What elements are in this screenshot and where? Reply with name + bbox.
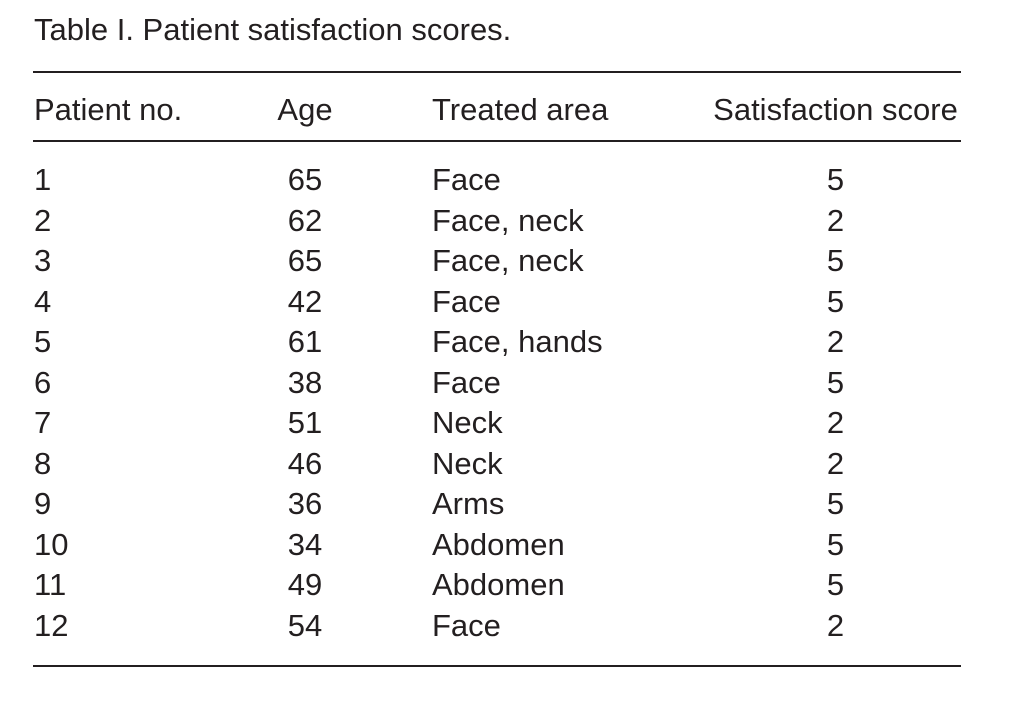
cell-age: 54 [287,607,323,643]
patient-satisfaction-table: Patient no. Age Treated area Satisfactio… [33,71,961,667]
cell-patient-no: 10 [34,526,69,562]
cell-age: 34 [287,526,323,562]
cell-satisfaction-score: 2 [826,324,845,359]
cell-treated-area: Abdomen [432,526,565,562]
cell-treated-area: Neck [432,445,503,481]
table-header: Patient no. Age Treated area Satisfactio… [33,72,961,142]
cell-treated-area: Face, neck [432,243,584,278]
cell-age: 49 [287,567,323,602]
table-row: 10 34 Abdomen 5 [33,525,961,566]
cell-patient-no: 9 [34,486,52,521]
cell-patient-no: 8 [34,445,52,481]
table-row: 7 51 Neck 2 [33,403,961,444]
cell-age: 46 [287,445,323,481]
cell-age: 62 [287,202,323,238]
column-header-age: Age [245,72,365,142]
cell-patient-no: 11 [34,567,67,602]
table-row: 12 54 Face 2 [33,606,961,667]
cell-age: 65 [287,243,323,278]
cell-satisfaction-score: 2 [826,405,845,440]
cell-patient-no: 4 [34,283,52,319]
cell-treated-area: Abdomen [432,567,565,602]
table-row: 5 61 Face, hands 2 [33,322,961,363]
cell-age: 38 [287,364,323,400]
cell-treated-area: Face [432,283,501,319]
column-header-treated-area: Treated area [365,72,710,142]
cell-patient-no: 5 [34,324,52,359]
column-header-patient-no: Patient no. [33,72,245,142]
cell-treated-area: Arms [432,486,505,521]
table-row: 11 49 Abdomen 5 [33,565,961,606]
cell-treated-area: Neck [432,405,503,440]
cell-patient-no: 12 [34,607,69,643]
cell-treated-area: Face [432,607,501,643]
cell-satisfaction-score: 5 [826,283,845,319]
table-title: Table I. Patient satisfaction scores. [34,12,512,47]
cell-age: 36 [287,486,323,521]
table-row: 4 42 Face 5 [33,282,961,323]
cell-satisfaction-score: 5 [826,526,845,562]
cell-patient-no: 6 [34,364,52,400]
cell-age: 42 [287,283,323,319]
cell-satisfaction-score: 5 [826,162,845,197]
cell-treated-area: Face, hands [432,324,603,359]
cell-satisfaction-score: 2 [826,445,845,481]
table-row: 6 38 Face 5 [33,363,961,404]
cell-patient-no: 3 [34,243,52,278]
cell-treated-area: Face [432,162,501,197]
cell-treated-area: Face [432,364,501,400]
cell-age: 65 [287,162,323,197]
cell-age: 61 [287,324,323,359]
table-body: 1 65 Face 5 2 62 Face, neck 2 3 65 Face,… [33,141,961,666]
cell-satisfaction-score: 2 [826,607,845,643]
table-row: 8 46 Neck 2 [33,444,961,485]
cell-satisfaction-score: 5 [826,486,845,521]
header-row: Patient no. Age Treated area Satisfactio… [33,72,961,142]
table-row: 2 62 Face, neck 2 [33,201,961,242]
cell-satisfaction-score: 5 [826,364,845,400]
cell-satisfaction-score: 2 [826,202,845,238]
column-header-satisfaction-score: Satisfaction score [710,72,961,142]
cell-age: 51 [287,405,323,440]
cell-patient-no: 2 [34,202,52,238]
table-row: 1 65 Face 5 [33,141,961,201]
cell-patient-no: 1 [34,162,52,197]
cell-satisfaction-score: 5 [826,567,845,602]
cell-treated-area: Face, neck [432,202,584,238]
cell-satisfaction-score: 5 [826,243,845,278]
table-row: 9 36 Arms 5 [33,484,961,525]
table-row: 3 65 Face, neck 5 [33,241,961,282]
cell-patient-no: 7 [34,405,52,440]
